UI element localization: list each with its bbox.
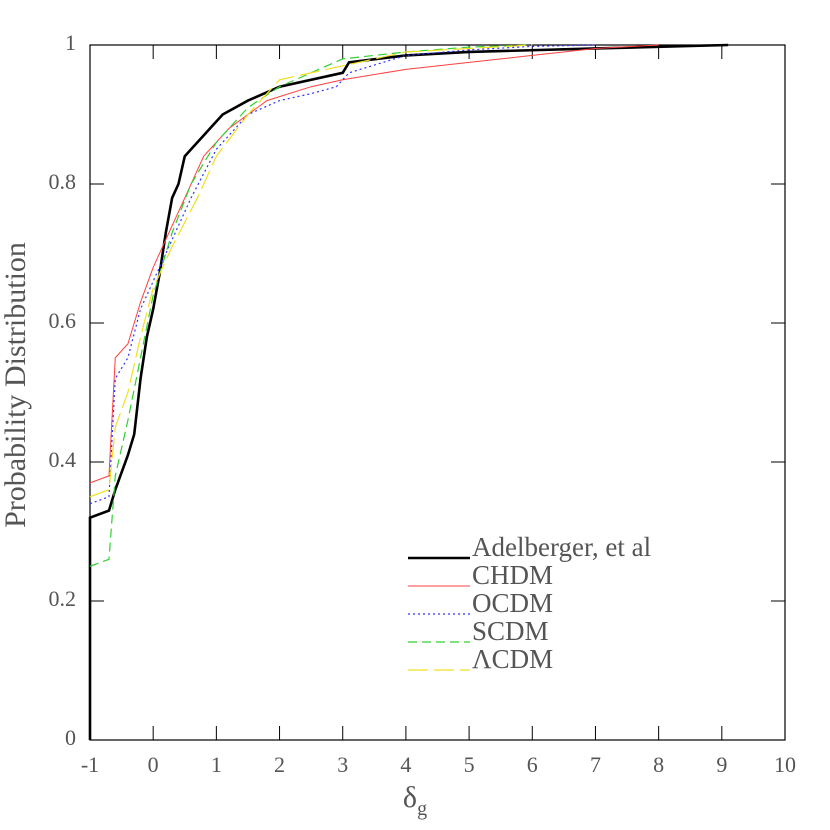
x-axis-label: δg bbox=[403, 781, 427, 820]
x-tick-label: 1 bbox=[211, 752, 222, 777]
series-line bbox=[89, 44, 596, 505]
x-tick-label: 3 bbox=[337, 752, 348, 777]
x-tick-label: 7 bbox=[590, 752, 601, 777]
legend-label: CHDM bbox=[472, 560, 553, 590]
plot-frame bbox=[89, 44, 786, 741]
x-tick-label: 5 bbox=[464, 752, 475, 777]
y-tick-label: 0.2 bbox=[49, 586, 77, 611]
series-line bbox=[89, 44, 533, 498]
y-tick-label: 1 bbox=[65, 30, 76, 55]
y-tick-label: 0.8 bbox=[49, 169, 77, 194]
legend-label: OCDM bbox=[472, 588, 553, 618]
x-tick-label: 4 bbox=[400, 752, 411, 777]
legend-label: ΛCDM bbox=[472, 644, 553, 674]
x-label-subscript: g bbox=[417, 798, 427, 820]
y-axis-label: Probability Distribution bbox=[0, 242, 32, 528]
series-line bbox=[88, 43, 729, 740]
y-tick-label: 0.4 bbox=[49, 447, 77, 472]
series-line bbox=[89, 44, 659, 484]
series-line bbox=[89, 44, 533, 567]
x-tick-label: 6 bbox=[527, 752, 538, 777]
x-tick-label: 8 bbox=[653, 752, 664, 777]
x-tick-label: 0 bbox=[148, 752, 159, 777]
x-tick-label: 2 bbox=[274, 752, 285, 777]
y-tick-label: 0 bbox=[65, 725, 76, 750]
x-tick-label: -1 bbox=[81, 752, 99, 777]
legend-label: Adelberger, et al bbox=[472, 532, 651, 562]
x-tick-label: 9 bbox=[716, 752, 727, 777]
legend-label: SCDM bbox=[472, 616, 549, 646]
x-label-symbol: δ bbox=[403, 781, 417, 814]
y-tick-label: 0.6 bbox=[49, 308, 77, 333]
x-tick-label: 10 bbox=[774, 752, 796, 777]
